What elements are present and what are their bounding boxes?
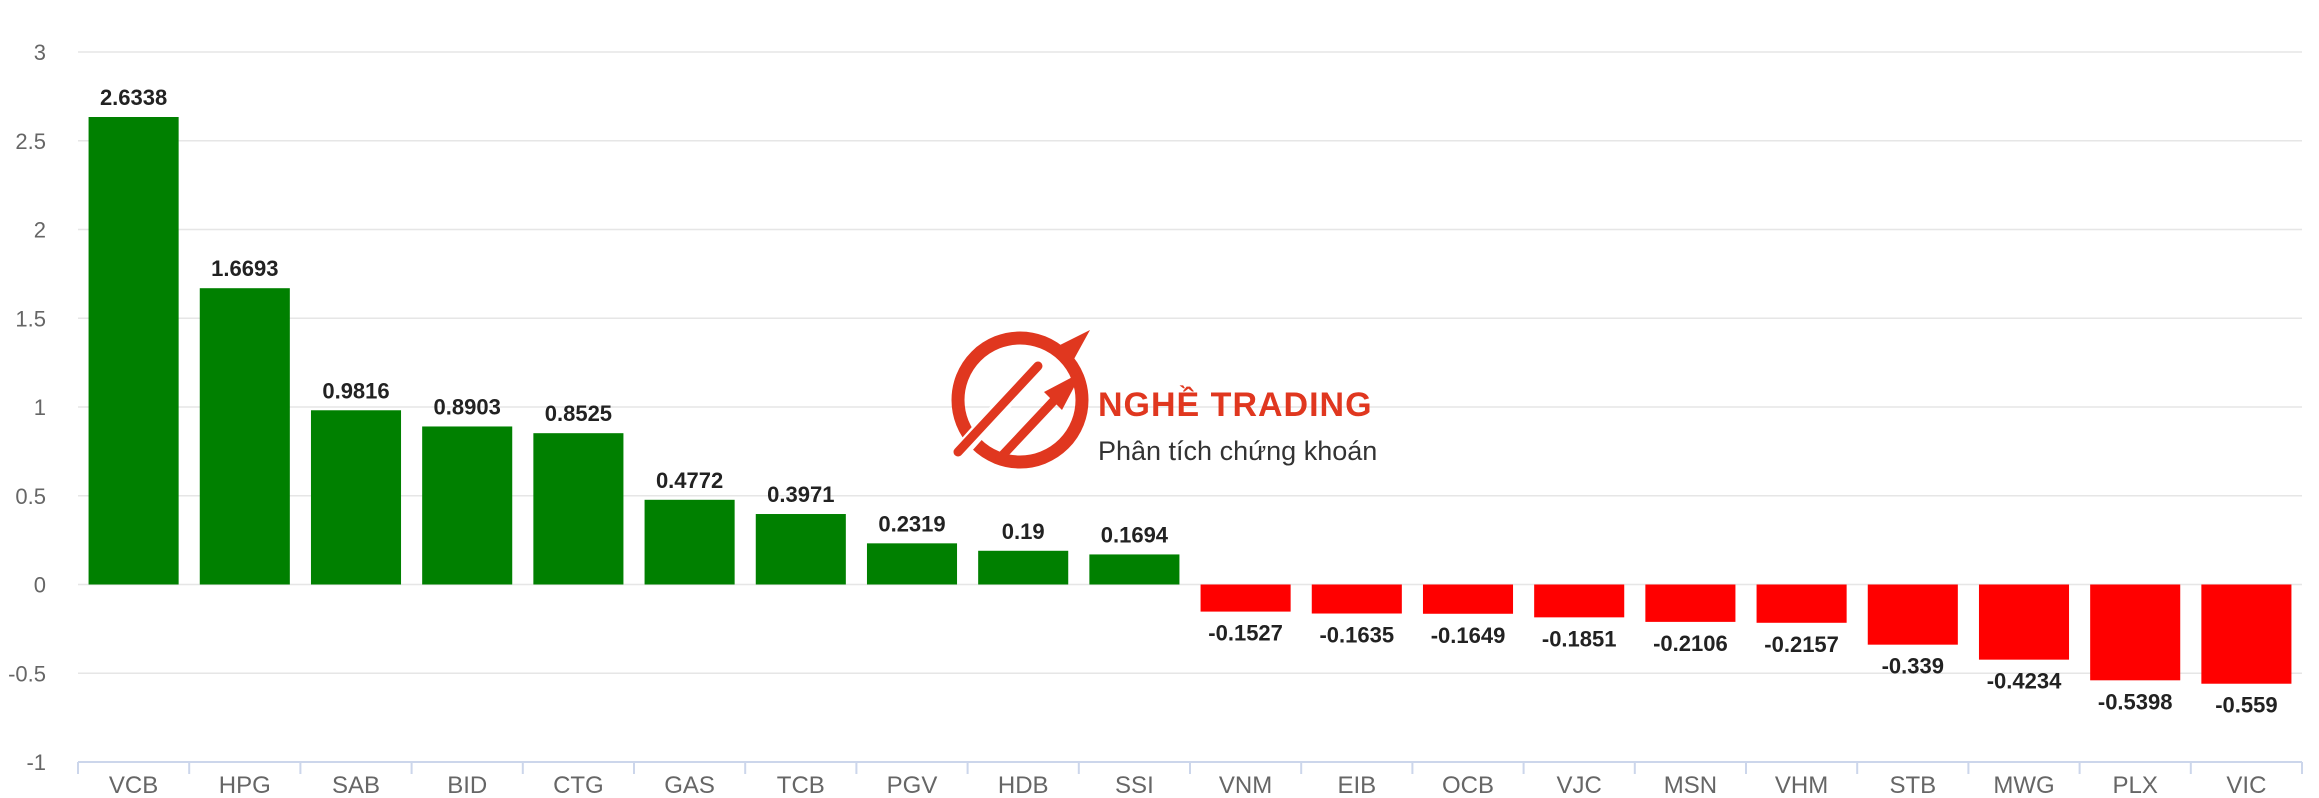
data-label: -0.1635 bbox=[1319, 623, 1394, 648]
data-label: 0.8525 bbox=[545, 401, 612, 426]
x-tick-label: PLX bbox=[2113, 772, 2158, 798]
data-label: 1.6693 bbox=[211, 256, 278, 281]
bar-vnm[interactable] bbox=[1200, 584, 1291, 612]
bar-tcb[interactable] bbox=[755, 514, 846, 585]
data-label: -0.2157 bbox=[1764, 632, 1839, 657]
bar-vcb[interactable] bbox=[88, 117, 179, 585]
data-label: -0.5398 bbox=[2098, 689, 2173, 714]
y-axis-ticks: -1 -0.5 0 0.5 1 1.5 2 2.5 3 bbox=[8, 40, 46, 775]
data-label: 0.2319 bbox=[878, 511, 945, 536]
bar-eib[interactable] bbox=[1311, 584, 1402, 614]
logo-arrow-head-1 bbox=[1050, 330, 1090, 370]
bar-mwg[interactable] bbox=[1978, 584, 2070, 660]
watermark-logo: NGHỀ TRADING Phân tích chứng khoán bbox=[951, 330, 1377, 469]
data-label: -0.1851 bbox=[1542, 626, 1617, 651]
x-tick-label: SSI bbox=[1115, 772, 1154, 798]
data-label: 0.3971 bbox=[767, 482, 834, 507]
x-axis: VCB HPG SAB BID CTG GAS TCB PGV HDB SSI VNM EIB OCB V… bbox=[77, 761, 2303, 798]
x-tick-label: HDB bbox=[998, 772, 1049, 798]
bar-msn[interactable] bbox=[1645, 584, 1736, 622]
y-tick-label: 2.5 bbox=[15, 129, 46, 154]
x-tick-label: CTG bbox=[553, 772, 604, 798]
x-tick-label: MWG bbox=[1993, 772, 2054, 798]
x-tick-label: OCB bbox=[1442, 772, 1494, 798]
bar-vic[interactable] bbox=[2201, 584, 2292, 684]
bar-plx[interactable] bbox=[2090, 584, 2181, 681]
y-tick-label: 3 bbox=[34, 40, 46, 65]
x-tick-label: HPG bbox=[219, 772, 271, 798]
bar-ocb[interactable] bbox=[1422, 584, 1514, 614]
logo-icon bbox=[951, 330, 1090, 469]
logo-arrow-long bbox=[953, 361, 1043, 457]
y-tick-label: 1 bbox=[34, 395, 46, 420]
y-tick-label: -0.5 bbox=[8, 661, 46, 686]
watermark-subtitle: Phân tích chứng khoán bbox=[1098, 436, 1377, 466]
y-tick-label: -1 bbox=[26, 750, 46, 775]
y-tick-label: 1.5 bbox=[15, 306, 46, 331]
bar-ctg[interactable] bbox=[533, 433, 624, 585]
x-tick-label: VJC bbox=[1557, 772, 1602, 798]
data-labels: 2.6338 1.6693 0.9816 0.8903 0.8525 0.4772 0.39… bbox=[100, 85, 2278, 718]
data-label: -0.559 bbox=[2215, 693, 2277, 718]
data-label: 0.1694 bbox=[1101, 522, 1169, 547]
bar-vhm[interactable] bbox=[1756, 584, 1847, 623]
x-tick-label: TCB bbox=[777, 772, 825, 798]
x-tick-label: SAB bbox=[332, 772, 380, 798]
logo-ring bbox=[951, 331, 1089, 469]
data-label: 0.9816 bbox=[322, 378, 389, 403]
bar-pgv[interactable] bbox=[866, 543, 958, 585]
x-tick-label: PGV bbox=[887, 772, 938, 798]
x-tick-label: VIC bbox=[2226, 772, 2266, 798]
bar-stb[interactable] bbox=[1867, 584, 1958, 645]
data-label: -0.2106 bbox=[1653, 631, 1728, 656]
logo-arrow-head-2 bbox=[1044, 372, 1082, 410]
gridlines bbox=[78, 51, 2302, 674]
x-tick-label: EIB bbox=[1337, 772, 1376, 798]
bar-gas[interactable] bbox=[644, 499, 735, 585]
y-tick-label: 0 bbox=[34, 573, 46, 598]
bar-hdb[interactable] bbox=[978, 550, 1069, 585]
watermark-title: NGHỀ TRADING bbox=[1098, 386, 1373, 424]
x-tick-label: BID bbox=[447, 772, 487, 798]
x-tick-label: MSN bbox=[1664, 772, 1717, 798]
bars bbox=[88, 117, 2292, 684]
bar-bid[interactable] bbox=[422, 426, 513, 585]
data-label: 0.4772 bbox=[656, 468, 723, 493]
x-tick-label: STB bbox=[1889, 772, 1936, 798]
y-tick-label: 2 bbox=[34, 218, 46, 243]
logo-arrow-short bbox=[995, 387, 1067, 463]
data-label: 2.6338 bbox=[100, 85, 167, 110]
data-label: -0.4234 bbox=[1987, 669, 2062, 694]
bar-sab[interactable] bbox=[310, 410, 402, 585]
x-tick-label: VCB bbox=[109, 772, 158, 798]
data-label: -0.1649 bbox=[1431, 623, 1506, 648]
bar-ssi[interactable] bbox=[1089, 554, 1180, 585]
y-tick-label: 0.5 bbox=[15, 484, 46, 509]
x-tick-label: VHM bbox=[1775, 772, 1828, 798]
bar-vjc[interactable] bbox=[1534, 584, 1625, 618]
data-label: 0.19 bbox=[1002, 519, 1045, 544]
x-tick-label: GAS bbox=[664, 772, 715, 798]
data-label: 0.8903 bbox=[434, 394, 501, 419]
bar-hpg[interactable] bbox=[199, 288, 290, 585]
data-label: -0.339 bbox=[1882, 654, 1944, 679]
x-tick-label: VNM bbox=[1219, 772, 1272, 798]
data-label: -0.1527 bbox=[1208, 621, 1283, 646]
